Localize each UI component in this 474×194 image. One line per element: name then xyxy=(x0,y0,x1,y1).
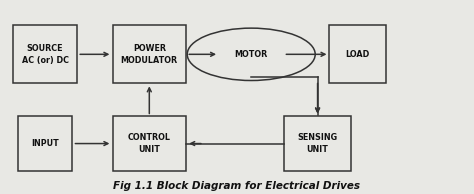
Bar xyxy=(329,25,386,83)
Bar xyxy=(112,116,186,171)
Bar xyxy=(13,25,77,83)
Bar xyxy=(284,116,351,171)
Bar xyxy=(112,25,186,83)
Text: Fig 1.1 Block Diagram for Electrical Drives: Fig 1.1 Block Diagram for Electrical Dri… xyxy=(113,181,361,191)
Text: SOURCE
AC (or) DC: SOURCE AC (or) DC xyxy=(21,44,69,65)
Text: LOAD: LOAD xyxy=(346,50,370,59)
Ellipse shape xyxy=(187,28,315,81)
Text: SENSING
UNIT: SENSING UNIT xyxy=(298,133,337,154)
Text: MOTOR: MOTOR xyxy=(235,50,268,59)
Text: INPUT: INPUT xyxy=(31,139,59,148)
Bar xyxy=(18,116,72,171)
Text: POWER
MODULATOR: POWER MODULATOR xyxy=(121,44,178,65)
Text: CONTROL
UNIT: CONTROL UNIT xyxy=(128,133,171,154)
